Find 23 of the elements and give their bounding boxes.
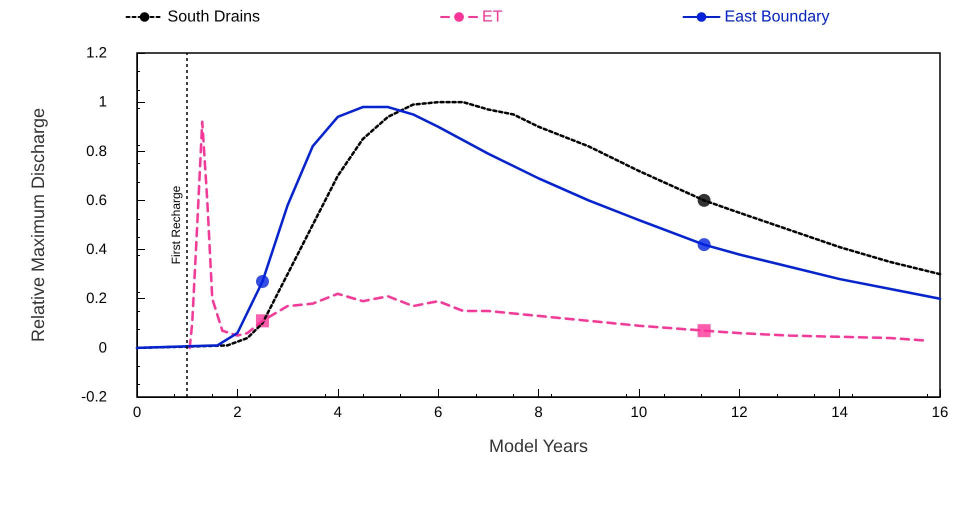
x-tick-label: 6: [434, 404, 442, 421]
x-tick-label: 14: [831, 404, 848, 421]
x-tick-label: 16: [932, 404, 948, 421]
ref-line-label: First Recharge: [169, 185, 184, 264]
y-tick-label: 0.4: [86, 241, 107, 258]
y-tick-label: 1: [98, 94, 107, 111]
x-tick-label: 12: [730, 404, 748, 421]
legend-label: South Drains: [168, 8, 260, 26]
y-tick-label: 0.8: [86, 142, 107, 160]
x-tick-label: 10: [630, 404, 648, 421]
x-tick-label: 8: [534, 404, 543, 421]
x-tick-label: 4: [334, 404, 342, 421]
y-axis-title: Relative Maximum Discharge: [28, 108, 48, 342]
legend-label: ET: [482, 8, 503, 26]
legend-label: East Boundary: [724, 8, 830, 26]
y-tick-label: 1.2: [86, 44, 107, 62]
y-tick-label: -0.2: [81, 388, 107, 406]
x-tick-label: 2: [233, 404, 242, 421]
y-tick-label: 0.2: [86, 290, 107, 308]
y-tick-label: 0.6: [86, 192, 107, 209]
x-tick-label: 0: [132, 404, 142, 421]
y-tick-label: 0: [98, 339, 107, 356]
x-axis-title: Model Years: [488, 436, 588, 456]
